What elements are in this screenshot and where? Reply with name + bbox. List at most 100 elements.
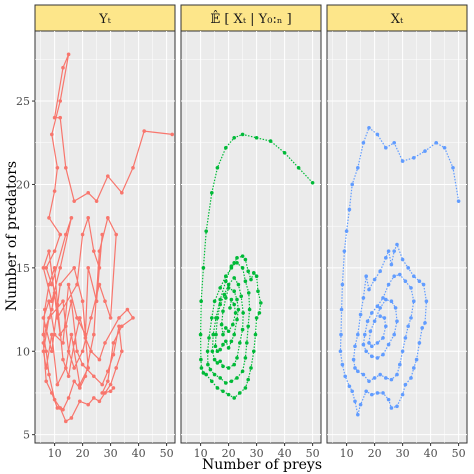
data-point bbox=[245, 341, 249, 345]
panel-background bbox=[326, 30, 468, 444]
data-point bbox=[358, 402, 363, 407]
data-point bbox=[254, 274, 259, 278]
data-point bbox=[236, 307, 241, 312]
y-tick-label: 25 bbox=[16, 95, 30, 108]
data-point bbox=[229, 339, 234, 344]
data-point bbox=[86, 366, 90, 370]
data-point bbox=[50, 132, 54, 137]
data-point bbox=[343, 374, 348, 379]
data-point bbox=[78, 382, 82, 387]
data-point bbox=[66, 282, 71, 287]
data-point bbox=[117, 324, 121, 329]
data-point bbox=[94, 199, 99, 203]
data-point bbox=[206, 362, 210, 367]
data-point bbox=[199, 299, 203, 304]
data-point bbox=[398, 272, 402, 277]
data-point bbox=[347, 384, 352, 389]
data-point bbox=[106, 174, 110, 178]
strip-label: 𝔼̂ [ Xₜ | Y₀:ₙ ] bbox=[210, 10, 291, 27]
data-point bbox=[375, 304, 380, 309]
data-point bbox=[375, 341, 380, 345]
data-point bbox=[44, 379, 48, 384]
data-point bbox=[131, 316, 135, 320]
data-point bbox=[226, 329, 231, 334]
data-point bbox=[365, 319, 370, 324]
data-point bbox=[210, 316, 214, 320]
data-point bbox=[372, 277, 377, 282]
data-point bbox=[403, 382, 408, 387]
data-point bbox=[375, 391, 380, 395]
data-point bbox=[243, 356, 248, 360]
x-tick-label: 10 bbox=[340, 447, 354, 460]
data-point bbox=[80, 232, 85, 237]
data-point bbox=[243, 257, 248, 262]
panel-3: Xₜ bbox=[326, 4, 468, 444]
data-point bbox=[100, 382, 104, 387]
data-point bbox=[89, 349, 93, 354]
data-point bbox=[361, 372, 366, 377]
data-point bbox=[400, 349, 405, 354]
data-point bbox=[368, 329, 373, 334]
data-point bbox=[417, 279, 422, 284]
data-point bbox=[232, 362, 236, 367]
x-tick-label: 40 bbox=[278, 447, 292, 460]
data-point bbox=[47, 216, 51, 220]
series-points bbox=[41, 52, 174, 424]
data-point bbox=[235, 356, 239, 360]
data-point bbox=[353, 344, 357, 349]
data-point bbox=[207, 336, 211, 340]
data-point bbox=[86, 266, 90, 270]
data-point bbox=[424, 299, 429, 304]
data-point bbox=[120, 190, 124, 195]
data-point bbox=[224, 145, 228, 150]
data-point bbox=[58, 266, 62, 270]
x-axis-title: Number of preys bbox=[202, 457, 322, 473]
x-tick-label: 50 bbox=[452, 447, 466, 460]
data-point bbox=[224, 274, 228, 278]
data-point bbox=[358, 312, 363, 317]
data-point bbox=[218, 347, 222, 352]
data-point bbox=[386, 397, 391, 402]
x-tick-label: 50 bbox=[160, 447, 174, 460]
data-point bbox=[72, 366, 76, 370]
data-point bbox=[47, 372, 51, 377]
data-point bbox=[47, 249, 51, 253]
data-point bbox=[381, 391, 385, 395]
data-point bbox=[356, 165, 360, 170]
data-point bbox=[111, 341, 116, 345]
series-points bbox=[338, 125, 461, 417]
data-point bbox=[41, 266, 46, 270]
data-point bbox=[364, 349, 369, 354]
data-point bbox=[423, 149, 427, 153]
data-point bbox=[246, 377, 250, 382]
data-point bbox=[296, 165, 301, 170]
panels-layer: Yₜ 𝔼̂ [ Xₜ | Y₀:ₙ ] Xₜ bbox=[34, 4, 468, 444]
data-point bbox=[55, 316, 60, 320]
data-point bbox=[214, 332, 218, 337]
data-point bbox=[72, 199, 76, 203]
data-point bbox=[384, 324, 388, 329]
x-tick-label: 30 bbox=[104, 447, 118, 460]
data-point bbox=[252, 271, 256, 275]
data-point bbox=[246, 291, 251, 295]
data-point bbox=[381, 352, 385, 357]
data-point bbox=[370, 354, 374, 359]
data-point bbox=[367, 287, 371, 292]
y-axis-title: Number of predators bbox=[4, 161, 20, 311]
data-point bbox=[393, 306, 398, 310]
data-point bbox=[240, 369, 245, 374]
data-point bbox=[61, 299, 65, 304]
data-point bbox=[170, 132, 174, 137]
data-point bbox=[451, 165, 455, 170]
data-point bbox=[222, 292, 227, 297]
data-point bbox=[64, 165, 68, 170]
data-point bbox=[235, 261, 239, 265]
panel-2: 𝔼̂ [ Xₜ | Y₀:ₙ ] bbox=[180, 4, 322, 444]
data-point bbox=[389, 262, 394, 267]
data-point bbox=[384, 256, 388, 260]
series-points bbox=[198, 132, 315, 400]
data-point bbox=[106, 216, 110, 220]
data-point bbox=[378, 372, 383, 377]
data-point bbox=[344, 229, 349, 233]
